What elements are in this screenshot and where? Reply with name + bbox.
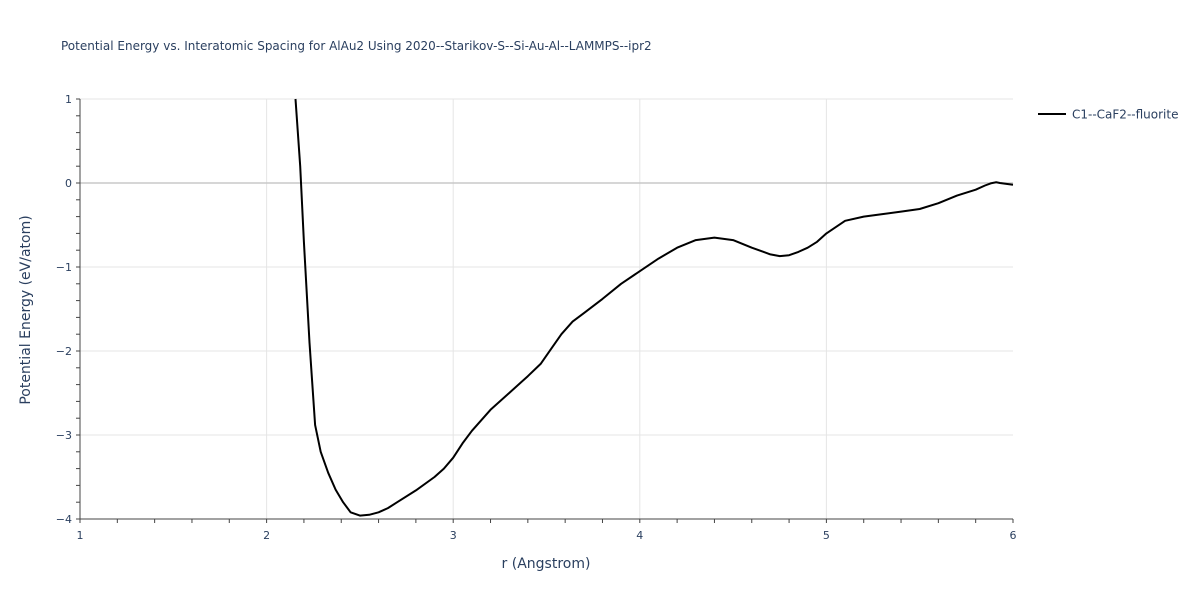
x-tick-label: 6: [1010, 529, 1017, 542]
y-axis-ticks: 1 0 −1 −2 −3 −4: [56, 93, 81, 526]
chart-title: Potential Energy vs. Interatomic Spacing…: [61, 39, 652, 53]
legend[interactable]: C1--CaF2--fluorite: [1038, 108, 1178, 122]
series-layer: [294, 98, 1014, 517]
y-tick-label: −2: [56, 345, 72, 358]
y-tick-label: 1: [65, 93, 72, 106]
series-line[interactable]: [294, 98, 1014, 517]
x-tick-label: 1: [77, 529, 84, 542]
x-axis-ticks: 1 2 3 4 5 6: [77, 518, 1017, 542]
grid: [80, 98, 1013, 519]
y-tick-label: −1: [56, 261, 72, 274]
y-tick-label: −3: [56, 429, 72, 442]
x-axis-label: r (Angstrom): [502, 556, 591, 572]
x-tick-label: 4: [636, 529, 643, 542]
y-axis-label: Potential Energy (eV/atom): [18, 215, 34, 404]
legend-label: C1--CaF2--fluorite: [1072, 108, 1178, 122]
x-tick-label: 3: [450, 529, 457, 542]
y-tick-label: 0: [65, 177, 72, 190]
x-tick-label: 2: [263, 529, 270, 542]
y-tick-label: −4: [56, 513, 72, 526]
x-tick-label: 5: [823, 529, 830, 542]
